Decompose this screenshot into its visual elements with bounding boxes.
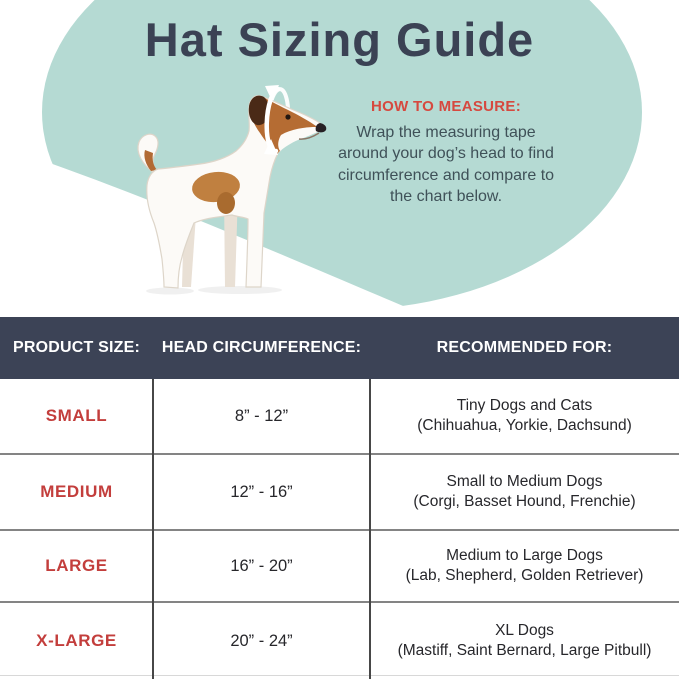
- table-header-row: PRODUCT SIZE: HEAD CIRCUMFERENCE: RECOMM…: [0, 317, 679, 379]
- column-header-recommended-for: RECOMMENDED FOR:: [436, 339, 613, 356]
- recommended-line1: Small to Medium Dogs: [446, 472, 603, 490]
- how-to-measure-block: HOW TO MEASURE: Wrap the measuring tape …: [336, 98, 556, 207]
- size-cell: SMALL: [45, 406, 108, 425]
- recommended-cell: XL Dogs (Mastiff, Saint Bernard, Large P…: [370, 621, 679, 662]
- sizing-table: PRODUCT SIZE: HEAD CIRCUMFERENCE: RECOMM…: [0, 317, 679, 679]
- recommended-line1: Medium to Large Dogs: [446, 546, 603, 564]
- circumference-cell: 8” - 12”: [234, 406, 289, 425]
- dog-tail-patch: [144, 150, 157, 171]
- dog-illustration: [0, 0, 642, 317]
- recommended-cell: Medium to Large Dogs (Lab, Shepherd, Gol…: [370, 546, 679, 587]
- hero-section: Hat Sizing Guide HOW TO MEASURE: Wrap th…: [0, 0, 679, 317]
- circumference-cell: 12” - 16”: [230, 482, 293, 501]
- recommended-cell: Small to Medium Dogs (Corgi, Basset Houn…: [370, 472, 679, 513]
- recommended-cell: Tiny Dogs and Cats (Chihuahua, Yorkie, D…: [370, 396, 679, 437]
- table-body: SMALL 8” - 12” Tiny Dogs and Cats (Chihu…: [0, 379, 679, 679]
- dog-ear: [248, 95, 270, 126]
- measuring-arrow-down-icon: [265, 85, 279, 101]
- table-row-medium: MEDIUM 12” - 16” Small to Medium Dogs (C…: [0, 453, 679, 529]
- dog-nose: [315, 123, 327, 133]
- dog-far-front-leg: [224, 193, 238, 287]
- dog-side-spot: [217, 192, 235, 214]
- dog-mouth: [298, 132, 320, 140]
- dog-shadow: [146, 287, 194, 295]
- column-header-product-size: PRODUCT SIZE:: [12, 339, 141, 356]
- recommended-line2: (Corgi, Basset Hound, Frenchie): [413, 493, 636, 510]
- page-title: Hat Sizing Guide: [144, 13, 535, 66]
- size-cell: MEDIUM: [40, 482, 113, 501]
- table-bottom-border: [0, 675, 679, 676]
- circumference-cell: 16” - 20”: [230, 556, 293, 575]
- dog-figure: [137, 85, 327, 295]
- column-divider-1: [152, 379, 154, 679]
- column-divider-2: [369, 379, 371, 679]
- recommended-line2: (Lab, Shepherd, Golden Retriever): [405, 567, 644, 584]
- dog-shadow: [198, 286, 282, 294]
- recommended-line2: (Mastiff, Saint Bernard, Large Pitbull): [397, 642, 652, 659]
- measuring-arrow-up-icon: [264, 139, 278, 155]
- recommended-line2: (Chihuahua, Yorkie, Dachsund): [417, 417, 632, 434]
- white-swoosh: [0, 145, 430, 317]
- table-row-small: SMALL 8” - 12” Tiny Dogs and Cats (Chihu…: [0, 379, 679, 453]
- table-row-x-large: X-LARGE 20” - 24” XL Dogs (Mastiff, Sain…: [0, 601, 679, 679]
- how-to-measure-heading: HOW TO MEASURE:: [370, 98, 522, 115]
- size-cell: LARGE: [45, 556, 108, 575]
- circumference-cell: 20” - 24”: [230, 631, 293, 650]
- recommended-line1: XL Dogs: [495, 621, 554, 639]
- table-row-large: LARGE 16” - 20” Medium to Large Dogs (La…: [0, 529, 679, 601]
- size-cell: X-LARGE: [36, 631, 117, 650]
- dog-eye: [285, 114, 291, 120]
- how-to-measure-text: Wrap the measuring tape around your dog’…: [337, 124, 555, 205]
- column-header-head-circumference: HEAD CIRCUMFERENCE:: [161, 339, 362, 356]
- recommended-line1: Tiny Dogs and Cats: [456, 396, 593, 414]
